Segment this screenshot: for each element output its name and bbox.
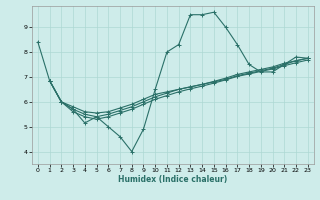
X-axis label: Humidex (Indice chaleur): Humidex (Indice chaleur) — [118, 175, 228, 184]
